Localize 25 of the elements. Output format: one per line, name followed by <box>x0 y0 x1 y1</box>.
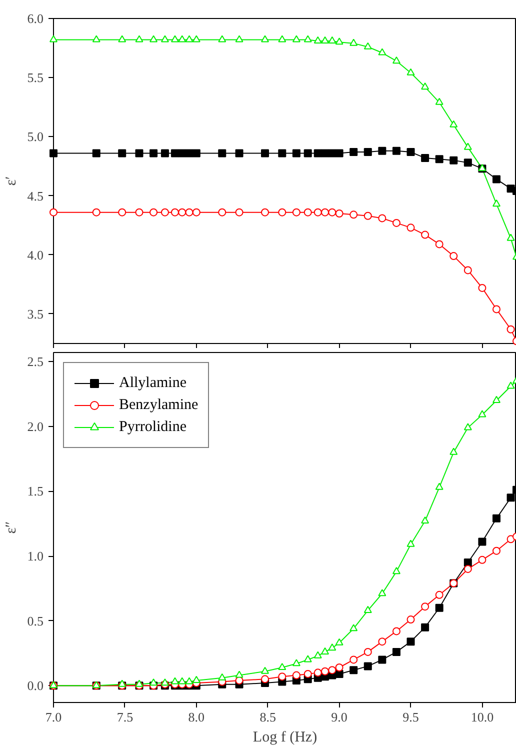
x-tick-label: 8.5 <box>260 710 276 724</box>
x-tick-label: 10.0 <box>470 710 494 724</box>
legend-label: Pyrrolidine <box>119 418 186 436</box>
x-tick-label: 7.5 <box>116 710 134 724</box>
x-axis-title: Log f (Hz) <box>252 730 318 746</box>
y-tick-label: 5.0 <box>27 129 44 144</box>
y-axis-title: ε″ <box>3 521 20 534</box>
legend-label: Benzylamine <box>119 396 198 414</box>
x-tick-label: 7.0 <box>45 710 62 724</box>
x-tick-label: 9.0 <box>331 710 348 724</box>
y-tick-label: 0.5 <box>27 613 44 628</box>
y-tick-label: 1.0 <box>27 548 44 564</box>
y-tick-label: 6.0 <box>27 11 44 26</box>
y-tick-label: 2.0 <box>27 418 44 434</box>
y-tick-label: 1.5 <box>27 484 44 499</box>
y-axis-title: ε′ <box>3 176 20 186</box>
y-tick-label: 3.5 <box>27 306 44 322</box>
x-tick-label: 8.0 <box>188 710 205 724</box>
y-tick-label: 0.0 <box>27 678 44 694</box>
y-tick-label: 4.0 <box>27 247 44 262</box>
y-tick-label: 2.5 <box>27 354 44 370</box>
y-tick-label: 5.5 <box>27 70 44 86</box>
legend-label: Allylamine <box>119 374 186 392</box>
x-tick-label: 9.5 <box>402 710 419 724</box>
y-tick-label: 4.5 <box>27 188 44 204</box>
